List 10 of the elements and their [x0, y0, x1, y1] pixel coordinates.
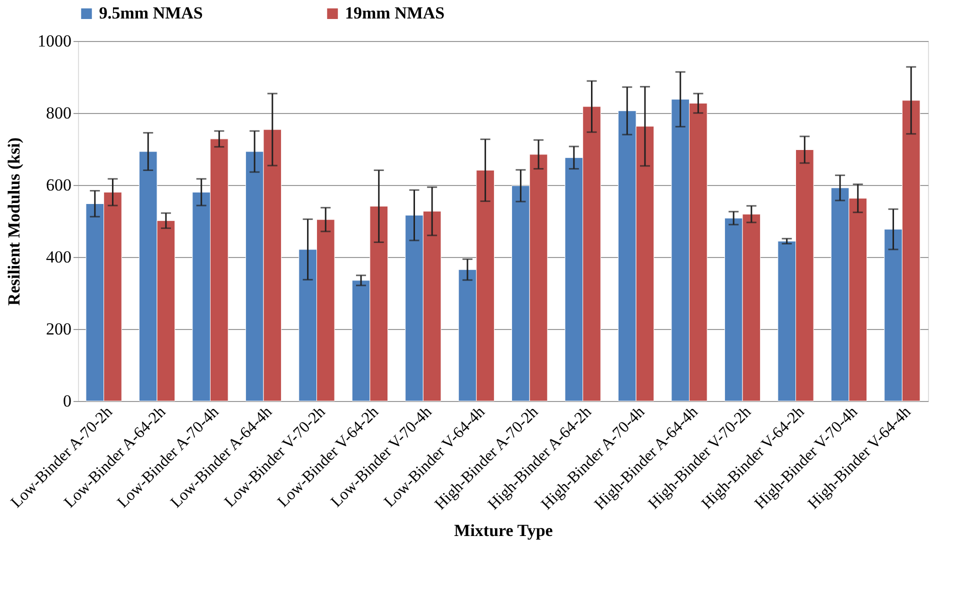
y-axis-title: Resilient Modulus (ksi)	[4, 137, 24, 306]
y-tick-label: 800	[46, 104, 72, 122]
y-tick-label: 0	[63, 392, 72, 410]
legend-label: 9.5mm NMAS	[99, 4, 203, 23]
y-tick-label: 400	[46, 248, 72, 266]
legend-label: 19mm NMAS	[345, 4, 445, 23]
y-tick-label: 600	[46, 176, 72, 194]
y-tick-label: 1000	[38, 32, 72, 50]
x-axis-title: Mixture Type	[454, 521, 554, 540]
y-tick-label: 200	[46, 320, 72, 338]
